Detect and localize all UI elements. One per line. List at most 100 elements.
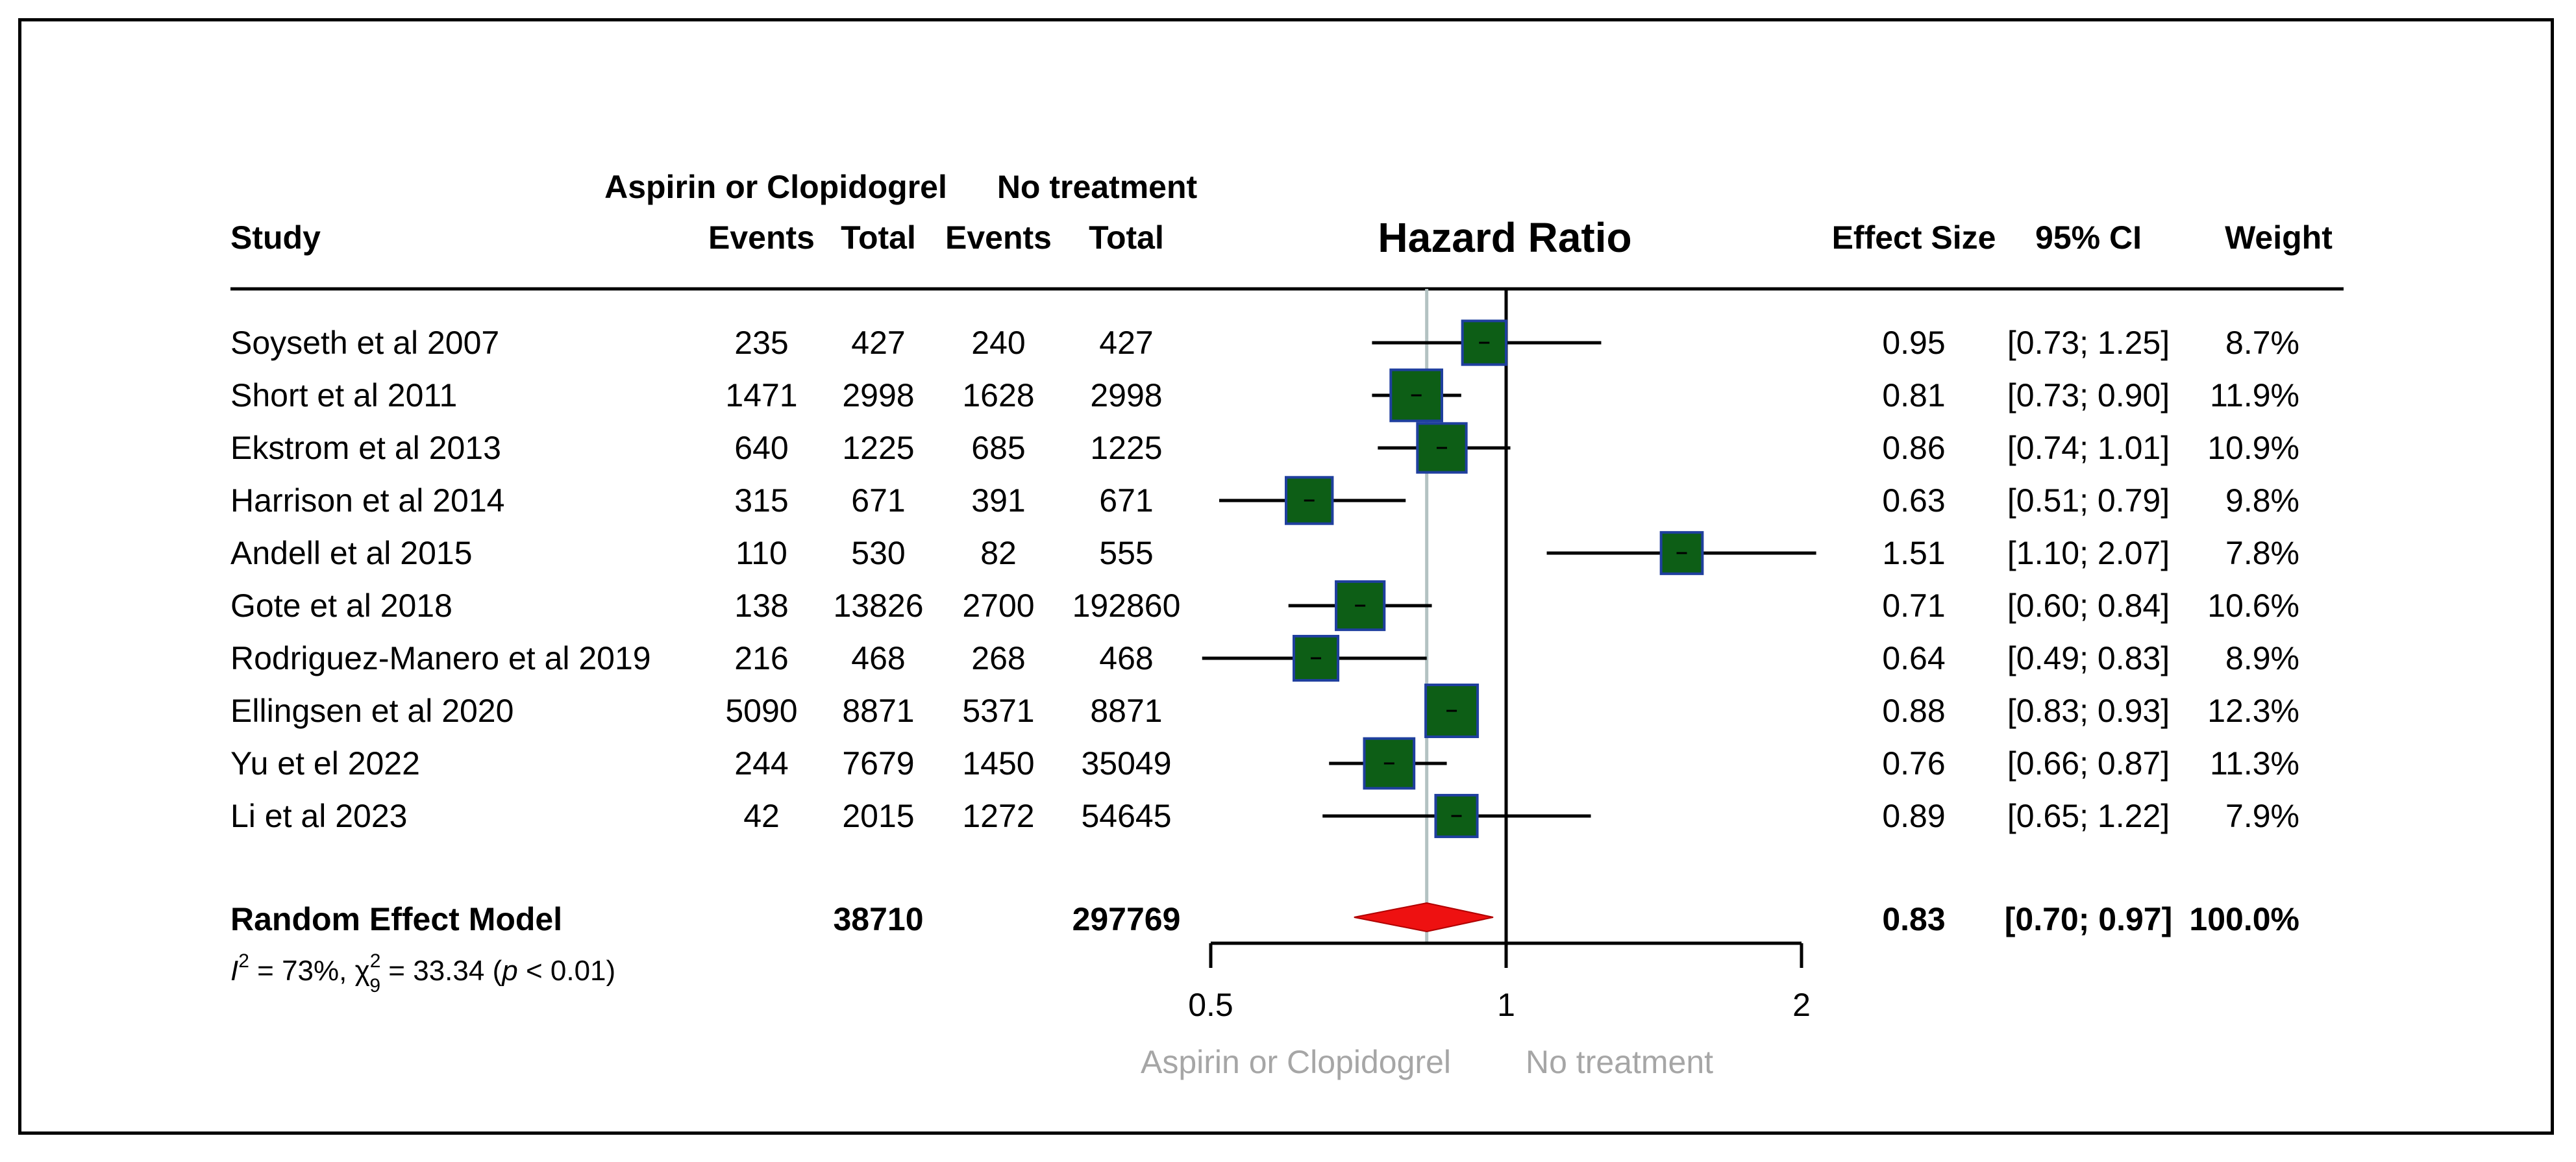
effect-size: 0.64 <box>1882 640 1945 676</box>
weight-label: 10.6% <box>2207 587 2299 624</box>
total-treatment: 468 <box>851 640 905 676</box>
total-control: 54645 <box>1081 798 1171 834</box>
col-header-total-control: Total <box>1089 219 1164 256</box>
pooled-total-control: 297769 <box>1072 901 1181 937</box>
total-control: 1225 <box>1090 430 1162 466</box>
study-name: Ellingsen et al 2020 <box>230 693 514 729</box>
total-control: 35049 <box>1081 745 1171 782</box>
weight-label: 7.8% <box>2225 535 2299 571</box>
group-header-treatment: Aspirin or Clopidogrel <box>604 169 947 205</box>
study-name: Rodriguez-Manero et al 2019 <box>230 640 651 676</box>
ci-label: [0.83; 0.93] <box>2007 693 2170 729</box>
events-treatment: 1471 <box>725 377 797 414</box>
heterogeneity-stats: I2 = 73%, χ2 9 = 33.34 (p < 0.01) <box>230 950 615 996</box>
effect-size: 0.76 <box>1882 745 1945 782</box>
weight-label: 11.3% <box>2210 745 2299 782</box>
events-control: 240 <box>971 325 1025 361</box>
total-control: 8871 <box>1090 693 1162 729</box>
total-treatment: 13826 <box>833 587 923 624</box>
study-rows: Soyseth et al 2007 235 427 240 427 0.95 [0.73;… <box>230 325 2299 834</box>
forest-marks: 0.5 1 2 <box>1188 289 1816 1023</box>
events-control: 1628 <box>962 377 1034 414</box>
weight-label: 11.9% <box>2210 377 2299 414</box>
pooled-weight: 100.0% <box>2189 901 2299 937</box>
weight-label: 8.9% <box>2225 640 2299 676</box>
effect-size: 0.71 <box>1882 587 1945 624</box>
effect-size: 0.95 <box>1882 325 1945 361</box>
total-treatment: 671 <box>851 482 905 519</box>
events-control: 1272 <box>962 798 1034 834</box>
total-control: 192860 <box>1072 587 1181 624</box>
weight-label: 10.9% <box>2207 430 2299 466</box>
col-header-ci: 95% CI <box>2035 219 2142 256</box>
pooled-ci: [0.70; 0.97] <box>2005 901 2172 937</box>
study-name: Li et al 2023 <box>230 798 407 834</box>
effect-size: 0.81 <box>1882 377 1945 414</box>
events-control: 391 <box>971 482 1025 519</box>
figure-frame <box>18 18 2554 1135</box>
total-control: 671 <box>1099 482 1153 519</box>
col-header-total-treatment: Total <box>841 219 916 256</box>
effect-size: 1.51 <box>1882 535 1945 571</box>
total-treatment: 1225 <box>842 430 914 466</box>
ci-label: [1.10; 2.07] <box>2007 535 2170 571</box>
study-name: Short et al 2011 <box>230 377 457 414</box>
x-tick-label: 0.5 <box>1188 987 1233 1023</box>
ci-label: [0.65; 1.22] <box>2007 798 2170 834</box>
i2-value: 73% <box>282 955 339 987</box>
study-name: Soyseth et al 2007 <box>230 325 499 361</box>
p-value: < 0.01 <box>526 955 606 987</box>
events-control: 5371 <box>962 693 1034 729</box>
total-treatment: 8871 <box>842 693 914 729</box>
study-name: Gote et al 2018 <box>230 587 452 624</box>
total-treatment: 2998 <box>842 377 914 414</box>
weight-label: 7.9% <box>2225 798 2299 834</box>
events-control: 268 <box>971 640 1025 676</box>
effect-size: 0.63 <box>1882 482 1945 519</box>
events-control: 2700 <box>962 587 1034 624</box>
direction-label-left: Aspirin or Clopidogrel <box>1141 1044 1451 1080</box>
study-name: Yu et el 2022 <box>230 745 420 782</box>
df-value: 9 <box>369 975 380 996</box>
col-header-effect-size: Effect Size <box>1832 219 1996 256</box>
total-treatment: 7679 <box>842 745 914 782</box>
total-treatment: 530 <box>851 535 905 571</box>
total-control: 555 <box>1099 535 1153 571</box>
study-name: Andell et al 2015 <box>230 535 473 571</box>
events-treatment: 42 <box>743 798 780 834</box>
effect-size: 0.89 <box>1882 798 1945 834</box>
col-header-study: Study <box>230 219 321 256</box>
events-control: 82 <box>980 535 1017 571</box>
study-name: Harrison et al 2014 <box>230 482 504 519</box>
events-treatment: 110 <box>736 535 787 571</box>
total-control: 468 <box>1099 640 1153 676</box>
ci-label: [0.74; 1.01] <box>2007 430 2170 466</box>
events-treatment: 216 <box>734 640 788 676</box>
weight-label: 8.7% <box>2225 325 2299 361</box>
events-treatment: 244 <box>734 745 788 782</box>
pooled-diamond <box>1354 902 1494 933</box>
direction-label-right: No treatment <box>1526 1044 1713 1080</box>
col-header-events-treatment: Events <box>708 219 815 256</box>
pooled-effect-size: 0.83 <box>1882 901 1945 937</box>
ci-label: [0.66; 0.87] <box>2007 745 2170 782</box>
ci-label: [0.51; 0.79] <box>2007 482 2170 519</box>
effect-size: 0.88 <box>1882 693 1945 729</box>
ci-label: [0.73; 1.25] <box>2007 325 2170 361</box>
ci-label: [0.49; 0.83] <box>2007 640 2170 676</box>
pooled-label: Random Effect Model <box>230 901 562 937</box>
col-header-weight: Weight <box>2225 219 2333 256</box>
weight-label: 9.8% <box>2225 482 2299 519</box>
events-treatment: 315 <box>734 482 788 519</box>
events-control: 685 <box>971 430 1025 466</box>
ci-label: [0.73; 0.90] <box>2007 377 2170 414</box>
events-treatment: 5090 <box>725 693 797 729</box>
col-header-events-control: Events <box>945 219 1052 256</box>
events-treatment: 138 <box>734 587 788 624</box>
study-name: Ekstrom et al 2013 <box>230 430 501 466</box>
total-control: 2998 <box>1090 377 1162 414</box>
group-header-control: No treatment <box>997 169 1198 205</box>
total-control: 427 <box>1099 325 1153 361</box>
total-treatment: 427 <box>851 325 905 361</box>
